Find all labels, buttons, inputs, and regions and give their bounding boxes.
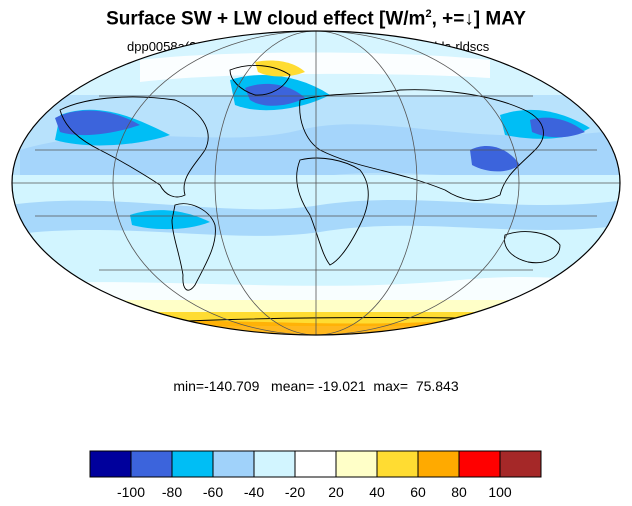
south-america-coast [171,203,216,291]
africa-coast [296,157,369,266]
eurasia-coast [299,89,544,201]
colorbar-tick-label: -80 [161,484,183,500]
colorbar-tick-label: -20 [284,484,306,500]
colorbar-swatch [376,450,419,478]
colorbar-swatch [335,450,378,478]
colorbar-tick-label: -60 [202,484,224,500]
colorbar-swatch [212,450,255,478]
colorbar-swatch [89,450,132,478]
colorbar-tick-label: -40 [243,484,265,500]
map-border [11,30,621,336]
colorbar-swatch [130,450,173,478]
colorbar-tick-label: 80 [451,484,467,500]
colorbar-swatch [499,450,542,478]
colorbar-tick-label: 60 [410,484,426,500]
map-title: Surface SW + LW cloud effect [W/m2, +=↓]… [106,8,526,30]
colorbar-tick-label: -100 [116,484,146,500]
colorbar-swatch [171,450,214,478]
stat-max: 75.843 [415,378,459,394]
colorbar-swatch [458,450,501,478]
colorbar-swatch [294,450,337,478]
mollweide-map [11,30,621,336]
colorbar-tick-label: 20 [328,484,344,500]
colorbar-swatch [417,450,460,478]
colorbar-swatch [253,450,296,478]
statistics-summary: min=-140.709 mean= -19.021 max= 75.843 [173,378,459,394]
colorbar-tick-label: 100 [488,484,512,500]
australia-coast [504,231,561,264]
greenland-coast [229,65,291,96]
colorbar-tick-label: 40 [369,484,385,500]
stat-min: -140.709 [204,378,260,394]
stat-mean: -19.021 [318,378,366,394]
